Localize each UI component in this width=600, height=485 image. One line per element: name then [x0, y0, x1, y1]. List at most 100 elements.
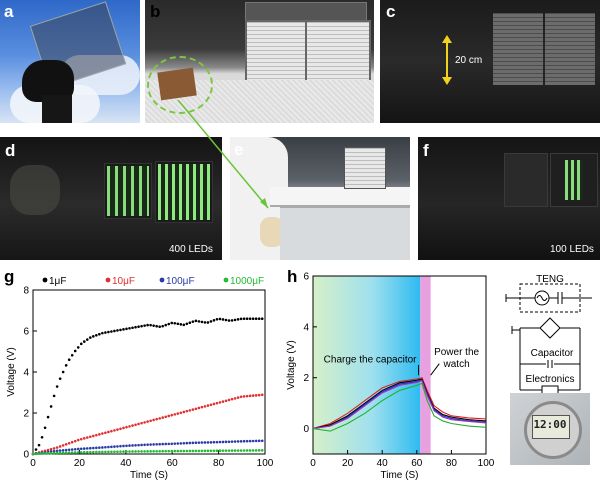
data-point [37, 452, 41, 456]
data-point [167, 414, 171, 418]
breadboard-left [493, 13, 543, 85]
circuit-diagram: TENG Capacitor Electronics [505, 274, 592, 395]
data-point [131, 326, 134, 330]
data-point [43, 452, 47, 455]
data-point [254, 439, 258, 443]
data-point [203, 405, 207, 408]
data-point [82, 437, 86, 440]
data-point [98, 446, 101, 449]
electronics-label: Electronics [526, 374, 575, 385]
data-point [125, 425, 128, 429]
data-point [194, 407, 198, 411]
connector-arrow [177, 99, 269, 209]
data-point [92, 434, 95, 438]
data-point [182, 323, 186, 327]
data-point [143, 324, 146, 327]
data-point [73, 451, 77, 454]
data-point [185, 449, 189, 453]
data-point [242, 449, 246, 452]
panel-label-a: a [4, 2, 14, 21]
data-point [137, 325, 140, 328]
data-point [119, 427, 122, 431]
legend-label: 1μF [49, 276, 66, 287]
data-point [70, 451, 74, 454]
y-tick-label: 4 [303, 322, 309, 333]
x-tick-label: 0 [30, 458, 36, 469]
data-point [85, 436, 89, 439]
y-tick-label: 6 [303, 272, 309, 283]
data-point [119, 328, 122, 332]
y-tick-label: 0 [303, 424, 309, 435]
data-point [248, 317, 252, 320]
data-point [95, 446, 98, 450]
data-point [218, 449, 222, 453]
data-point [104, 450, 107, 454]
data-point [206, 404, 210, 407]
data-point [236, 318, 240, 321]
data-point [173, 413, 177, 416]
data-point [167, 322, 171, 326]
data-point [248, 394, 252, 398]
sine-icon [536, 295, 548, 301]
data-point [61, 370, 65, 374]
data-point [194, 441, 198, 445]
data-point [34, 448, 38, 451]
y-tick-label: 2 [303, 373, 309, 384]
led-board-left [104, 163, 152, 219]
data-point [64, 443, 68, 446]
data-point [233, 449, 237, 452]
data-point [49, 451, 53, 455]
legend-marker [223, 277, 229, 283]
data-point [140, 443, 143, 447]
data-point [185, 441, 189, 445]
y-axis-label: Voltage (V) [286, 340, 297, 389]
data-point [200, 405, 204, 409]
x-tick-label: 100 [478, 458, 495, 469]
data-point [200, 441, 204, 444]
voltage-curve [312, 377, 487, 430]
data-point [143, 421, 146, 424]
data-point [257, 449, 261, 452]
data-point [215, 440, 219, 444]
hand-shadow [10, 165, 60, 215]
data-point [215, 449, 219, 453]
data-point [200, 320, 204, 324]
data-point [113, 445, 116, 448]
data-point [73, 439, 77, 443]
data-point [161, 442, 164, 446]
data-point [155, 442, 158, 446]
data-point [146, 450, 149, 453]
data-point [79, 437, 83, 441]
data-point [149, 323, 152, 327]
data-point [260, 317, 264, 320]
data-point [233, 440, 237, 443]
y-axis-label: Voltage (V) [6, 347, 17, 396]
data-point [212, 449, 216, 453]
data-point [179, 411, 183, 415]
data-point [89, 435, 92, 439]
data-point [176, 442, 180, 445]
y-tick-label: 8 [23, 286, 29, 297]
panel-a-photo [0, 0, 140, 123]
data-point [206, 321, 210, 324]
data-point [70, 353, 74, 357]
data-point [170, 321, 174, 325]
data-point [146, 420, 149, 423]
data-point [146, 443, 149, 446]
annotation-power: Power the watch [434, 347, 479, 370]
data-point [194, 449, 198, 453]
bench-counter [270, 187, 410, 207]
data-point [176, 412, 180, 415]
data-point [52, 394, 56, 398]
data-point [215, 401, 219, 405]
data-point [182, 441, 186, 445]
data-point [182, 449, 186, 453]
data-point [149, 443, 152, 446]
data-point [116, 450, 119, 453]
panel-label-f: f [423, 141, 429, 160]
data-point [191, 441, 195, 445]
data-point [224, 440, 228, 444]
data-point [176, 449, 180, 453]
x-axis-label: Time (S) [381, 470, 419, 481]
led-count-label: 400 LEDs [169, 244, 213, 255]
